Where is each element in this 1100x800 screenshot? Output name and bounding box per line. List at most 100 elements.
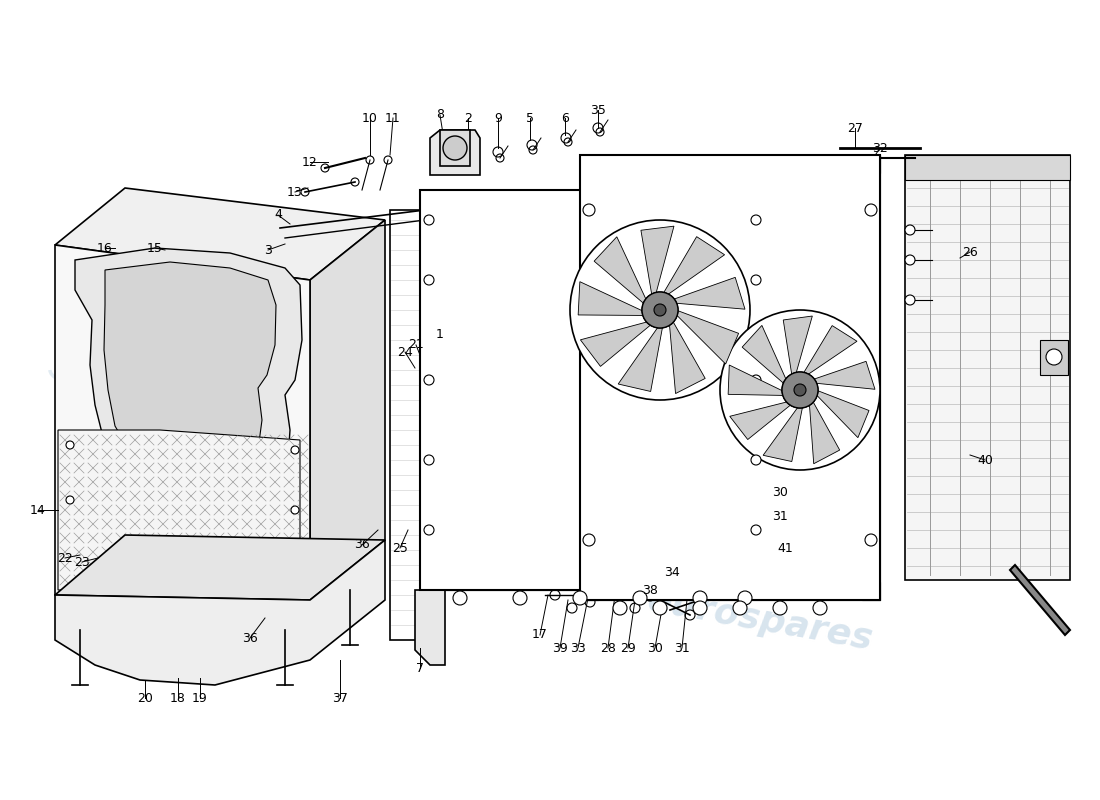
- Circle shape: [596, 128, 604, 136]
- Text: 5: 5: [526, 111, 534, 125]
- Text: 26: 26: [962, 246, 978, 258]
- Text: 15: 15: [147, 242, 163, 254]
- Circle shape: [585, 597, 595, 607]
- Polygon shape: [663, 237, 725, 295]
- Text: 37: 37: [332, 691, 348, 705]
- Circle shape: [443, 136, 468, 160]
- Circle shape: [424, 215, 434, 225]
- Text: 2: 2: [464, 111, 472, 125]
- Circle shape: [529, 146, 537, 154]
- Circle shape: [583, 534, 595, 546]
- Text: 14: 14: [30, 503, 46, 517]
- Polygon shape: [420, 570, 764, 590]
- Text: 31: 31: [674, 642, 690, 654]
- Text: 32: 32: [872, 142, 888, 154]
- Circle shape: [566, 603, 578, 613]
- Circle shape: [751, 455, 761, 465]
- Circle shape: [66, 496, 74, 504]
- Circle shape: [961, 266, 969, 274]
- Polygon shape: [420, 190, 764, 590]
- Circle shape: [782, 372, 818, 408]
- Circle shape: [751, 375, 761, 385]
- Circle shape: [384, 156, 392, 164]
- Polygon shape: [1010, 565, 1070, 635]
- Circle shape: [783, 503, 798, 517]
- Circle shape: [301, 188, 309, 196]
- Circle shape: [720, 310, 880, 470]
- Text: eurospares: eurospares: [85, 383, 316, 457]
- Circle shape: [813, 601, 827, 615]
- Circle shape: [583, 204, 595, 216]
- Text: 36: 36: [354, 538, 370, 551]
- Circle shape: [905, 255, 915, 265]
- Circle shape: [351, 178, 359, 186]
- Circle shape: [321, 164, 329, 172]
- Polygon shape: [803, 326, 857, 375]
- Polygon shape: [810, 400, 839, 464]
- Text: 18: 18: [170, 691, 186, 705]
- Text: 30: 30: [647, 642, 663, 654]
- Text: 33: 33: [570, 642, 586, 654]
- Circle shape: [66, 441, 74, 449]
- Circle shape: [642, 292, 678, 328]
- Polygon shape: [742, 326, 786, 385]
- Polygon shape: [580, 155, 880, 600]
- Circle shape: [292, 506, 299, 514]
- Polygon shape: [763, 406, 803, 462]
- Polygon shape: [605, 460, 855, 475]
- Circle shape: [424, 455, 434, 465]
- Text: 39: 39: [552, 642, 568, 654]
- Circle shape: [453, 591, 468, 605]
- Text: 6: 6: [561, 111, 569, 125]
- Polygon shape: [729, 402, 792, 439]
- Polygon shape: [641, 226, 674, 296]
- Circle shape: [865, 534, 877, 546]
- Circle shape: [564, 138, 572, 146]
- Circle shape: [738, 591, 752, 605]
- Polygon shape: [618, 326, 663, 391]
- Circle shape: [685, 610, 695, 620]
- Polygon shape: [55, 188, 385, 280]
- Circle shape: [496, 154, 504, 162]
- Circle shape: [424, 275, 434, 285]
- Polygon shape: [672, 278, 745, 309]
- Text: 4: 4: [274, 209, 282, 222]
- Polygon shape: [455, 530, 640, 545]
- Polygon shape: [455, 560, 640, 575]
- Polygon shape: [390, 210, 420, 640]
- Circle shape: [751, 275, 761, 285]
- Polygon shape: [812, 362, 874, 390]
- Bar: [1040, 340, 1068, 375]
- Circle shape: [733, 601, 747, 615]
- Polygon shape: [862, 155, 880, 600]
- Circle shape: [653, 601, 667, 615]
- Text: 41: 41: [777, 542, 793, 554]
- Text: 17: 17: [532, 629, 548, 642]
- Circle shape: [550, 590, 560, 600]
- Text: eurospares: eurospares: [415, 354, 646, 426]
- Circle shape: [693, 601, 707, 615]
- Circle shape: [424, 525, 434, 535]
- Polygon shape: [783, 316, 812, 376]
- Circle shape: [751, 215, 761, 225]
- Circle shape: [956, 251, 964, 259]
- Polygon shape: [55, 540, 385, 685]
- Text: 10: 10: [362, 111, 378, 125]
- Text: 13: 13: [287, 186, 303, 198]
- Text: 16: 16: [97, 242, 113, 254]
- Circle shape: [610, 590, 620, 600]
- Circle shape: [644, 589, 656, 601]
- Text: 19: 19: [192, 691, 208, 705]
- Circle shape: [1046, 349, 1062, 365]
- Text: 31: 31: [772, 510, 788, 522]
- Polygon shape: [104, 262, 276, 484]
- Polygon shape: [747, 190, 764, 590]
- Polygon shape: [75, 248, 302, 508]
- Text: 22: 22: [57, 551, 73, 565]
- Polygon shape: [728, 365, 785, 395]
- Text: 24: 24: [397, 346, 412, 358]
- Polygon shape: [580, 155, 598, 600]
- Text: 28: 28: [601, 642, 616, 654]
- Circle shape: [630, 603, 640, 613]
- Circle shape: [693, 591, 707, 605]
